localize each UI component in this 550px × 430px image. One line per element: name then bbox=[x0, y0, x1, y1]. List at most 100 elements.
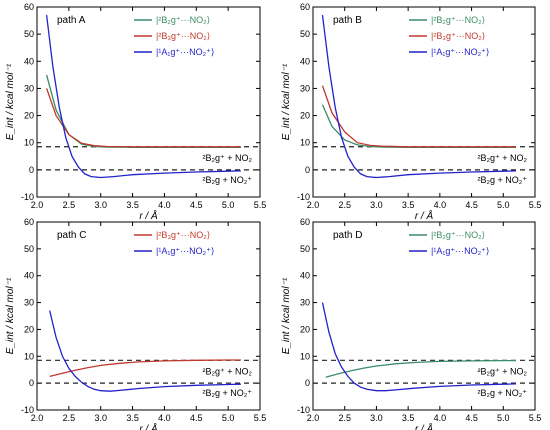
series-line bbox=[325, 359, 516, 378]
x-tick-label: 3.0 bbox=[94, 200, 107, 210]
x-tick-label: 4.0 bbox=[434, 200, 447, 210]
series-line bbox=[45, 88, 241, 148]
legend-label: |¹A₁g⁺···NO₂⁺⟩ bbox=[431, 47, 489, 57]
series-line bbox=[321, 15, 517, 179]
y-tick-label: 10 bbox=[300, 138, 310, 148]
series-line bbox=[321, 85, 516, 148]
asymptote-label: ²B₂g⁺ + NO₂ bbox=[478, 366, 528, 376]
y-axis-label: E_int / kcal mol⁻¹ bbox=[5, 277, 16, 354]
y-axis-label: E_int / kcal mol⁻¹ bbox=[281, 63, 292, 140]
x-tick-label: 5.5 bbox=[529, 200, 542, 210]
y-tick-label: 30 bbox=[300, 298, 310, 308]
series-line bbox=[45, 15, 241, 179]
y-tick-label: 40 bbox=[24, 56, 34, 66]
x-axis-label: r / Å bbox=[139, 209, 158, 222]
y-tick-label: 40 bbox=[300, 271, 310, 281]
x-tick-label: 2.5 bbox=[63, 413, 76, 423]
x-tick-label: 4.5 bbox=[465, 200, 478, 210]
y-tick-label: 10 bbox=[300, 351, 310, 361]
y-tick-label: 60 bbox=[300, 217, 310, 227]
y-tick-label: 50 bbox=[24, 29, 34, 39]
x-tick-label: 5.5 bbox=[254, 200, 267, 210]
x-tick-label: 2.0 bbox=[31, 413, 44, 423]
legend-label: |²B₂g⁺···NO₂⟩ bbox=[156, 15, 210, 25]
legend-label: |¹A₁g⁺···NO₂⁺⟩ bbox=[156, 246, 214, 256]
panel-title: path C bbox=[57, 230, 86, 241]
y-tick-label: 60 bbox=[24, 2, 34, 12]
x-axis-label: r / Å bbox=[415, 209, 434, 222]
x-tick-label: 4.0 bbox=[158, 413, 171, 423]
legend-label: |²B₃g⁺···NO₂⟩ bbox=[156, 230, 210, 240]
panel-4: 2.0 2.5 3.0 3.5 4.0 4.5 5.0 5.5 -10 0 10 20 30 40 50 60… bbox=[281, 217, 541, 430]
x-tick-label: 2.5 bbox=[338, 413, 351, 423]
legend-label: |²B₃g⁺···NO₂⟩ bbox=[156, 31, 210, 41]
y-tick-label: -10 bbox=[297, 405, 310, 415]
y-tick-label: 60 bbox=[24, 217, 34, 227]
y-tick-label: 20 bbox=[24, 111, 34, 121]
y-tick-label: 10 bbox=[24, 138, 34, 148]
panel-title: path D bbox=[333, 230, 362, 241]
legend-label: |¹A₁g⁺···NO₂⁺⟩ bbox=[156, 47, 214, 57]
x-tick-label: 2.0 bbox=[31, 200, 44, 210]
x-tick-label: 5.0 bbox=[497, 200, 510, 210]
y-axis-label: E_int / kcal mol⁻¹ bbox=[281, 277, 292, 354]
x-tick-label: 3.5 bbox=[402, 200, 415, 210]
y-tick-label: 0 bbox=[305, 165, 310, 175]
y-tick-label: -10 bbox=[297, 192, 310, 202]
asymptote-label: ²B₂g + NO₂⁺ bbox=[478, 388, 528, 398]
x-tick-label: 5.0 bbox=[222, 200, 235, 210]
y-tick-label: 30 bbox=[300, 83, 310, 93]
y-tick-label: -10 bbox=[21, 405, 34, 415]
x-tick-label: 5.5 bbox=[529, 413, 542, 423]
x-tick-label: 2.5 bbox=[338, 200, 351, 210]
x-tick-label: 4.0 bbox=[158, 200, 171, 210]
asymptote-label: ²B₂g⁺ + NO₂ bbox=[203, 153, 253, 163]
y-tick-label: 50 bbox=[300, 29, 310, 39]
x-axis-label: r / Å bbox=[139, 422, 158, 430]
y-tick-label: 30 bbox=[24, 298, 34, 308]
x-tick-label: 4.5 bbox=[190, 413, 203, 423]
y-tick-label: 50 bbox=[24, 244, 34, 254]
panel-3: 2.0 2.5 3.0 3.5 4.0 4.5 5.0 5.5 -10 0 10 20 30 40 50 60… bbox=[5, 217, 266, 430]
panel-title: path A bbox=[57, 15, 86, 26]
asymptote-label: ²B₂g⁺ + NO₂ bbox=[478, 153, 528, 163]
legend-label: |²B₂g⁺···NO₂⟩ bbox=[431, 230, 485, 240]
legend-label: |²B₂g⁺···NO₂⟩ bbox=[431, 15, 485, 25]
x-tick-label: 3.0 bbox=[370, 413, 383, 423]
y-tick-label: 40 bbox=[24, 271, 34, 281]
y-tick-label: 10 bbox=[24, 351, 34, 361]
plot-frame bbox=[36, 6, 261, 198]
y-tick-label: 0 bbox=[305, 378, 310, 388]
series-line bbox=[321, 104, 516, 148]
legend-label: |²B₃g⁺···NO₂⟩ bbox=[431, 31, 485, 41]
x-tick-label: 2.5 bbox=[63, 200, 76, 210]
x-tick-label: 5.0 bbox=[222, 413, 235, 423]
panel-title: path B bbox=[333, 15, 362, 26]
y-tick-label: 30 bbox=[24, 83, 34, 93]
x-axis-label: r / Å bbox=[415, 422, 434, 430]
x-tick-label: 3.5 bbox=[126, 413, 139, 423]
x-tick-label: 5.5 bbox=[254, 413, 267, 423]
asymptote-label: ²B₂g⁺ + NO₂ bbox=[203, 366, 253, 376]
y-tick-label: 40 bbox=[300, 56, 310, 66]
plot-frame bbox=[312, 6, 536, 198]
y-tick-label: 20 bbox=[300, 324, 310, 334]
series-line bbox=[321, 302, 517, 392]
y-tick-label: -10 bbox=[21, 192, 34, 202]
legend-label: |¹A₁g⁺···NO₂⁺⟩ bbox=[431, 246, 489, 256]
x-tick-label: 2.0 bbox=[307, 200, 320, 210]
x-tick-label: 5.0 bbox=[497, 413, 510, 423]
x-tick-label: 3.0 bbox=[370, 200, 383, 210]
x-tick-label: 3.5 bbox=[126, 200, 139, 210]
x-tick-label: 3.5 bbox=[402, 413, 415, 423]
x-tick-label: 4.5 bbox=[190, 200, 203, 210]
asymptote-label: ²B₂g + NO₂⁺ bbox=[203, 175, 253, 185]
x-tick-label: 4.0 bbox=[434, 413, 447, 423]
x-tick-label: 3.0 bbox=[94, 413, 107, 423]
series-line bbox=[45, 74, 241, 148]
y-axis-label: E_int / kcal mol⁻¹ bbox=[5, 63, 16, 140]
y-tick-label: 20 bbox=[24, 324, 34, 334]
plot-frame bbox=[36, 221, 261, 411]
y-tick-label: 20 bbox=[300, 111, 310, 121]
